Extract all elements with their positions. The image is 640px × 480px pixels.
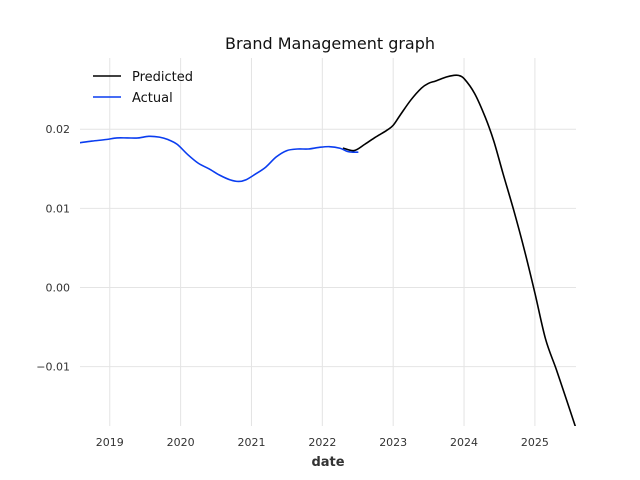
- y-tick-label: −0.01: [36, 361, 70, 374]
- legend-label-predicted: Predicted: [132, 70, 193, 85]
- legend: Predicted Actual: [93, 70, 193, 106]
- grid-layer: [80, 58, 576, 426]
- y-tick-label: 0.00: [46, 282, 71, 295]
- tick-label-layer: 2019 2020 2021 2022 2023 2024 2025 −0.01 0.00 0.0…: [36, 123, 549, 449]
- chart-title: Brand Management graph: [225, 34, 435, 53]
- legend-label-actual: Actual: [132, 91, 173, 106]
- x-tick-label: 2019: [96, 436, 124, 449]
- x-tick-label: 2020: [167, 436, 195, 449]
- series-layer: [80, 74, 576, 426]
- x-tick-label: 2025: [521, 436, 549, 449]
- x-tick-label: 2022: [308, 436, 336, 449]
- series-line-predicted: [342, 74, 576, 426]
- series-line-actual: [80, 135, 359, 183]
- x-tick-label: 2023: [379, 436, 407, 449]
- x-tick-label: 2024: [450, 436, 478, 449]
- y-tick-label: 0.02: [46, 123, 71, 136]
- x-axis-label: date: [311, 455, 344, 470]
- x-tick-label: 2021: [237, 436, 265, 449]
- y-tick-label: 0.01: [46, 202, 71, 215]
